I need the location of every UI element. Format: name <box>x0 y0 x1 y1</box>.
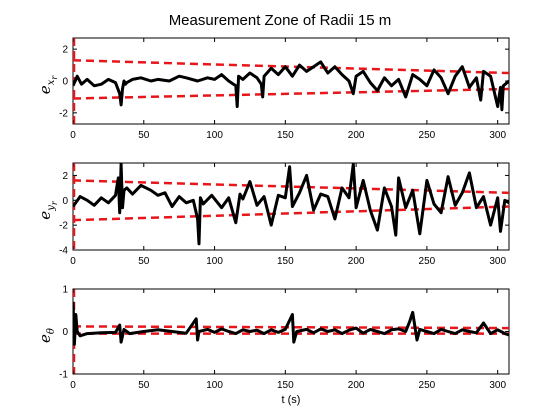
upper-bound-line <box>73 179 509 195</box>
upper-bound-line <box>73 59 509 75</box>
y-tick-label: 0 <box>62 77 68 88</box>
series-line-1 <box>73 163 509 246</box>
series-line-1 <box>73 60 509 112</box>
x-tick-label: 50 <box>138 380 150 391</box>
y-tick-label: -2 <box>59 221 68 232</box>
x-tick-label: 200 <box>348 130 365 141</box>
y-tick-label: 2 <box>62 45 68 56</box>
x-tick-label: 0 <box>70 130 76 141</box>
x-tick-label: 0 <box>70 380 76 391</box>
x-tick-label: 250 <box>419 380 436 391</box>
y-tick-label: -1 <box>59 370 68 381</box>
lower-bound-line <box>73 205 509 222</box>
x-tick-label: 100 <box>206 256 223 267</box>
x-tick-label: 250 <box>419 256 436 267</box>
series-line-1 <box>73 301 509 346</box>
x-tick-label: 100 <box>206 380 223 391</box>
x-tick-label: 300 <box>489 256 506 267</box>
axes-box <box>72 37 510 125</box>
y-axis-label: exr <box>36 75 59 95</box>
x-tick-label: 250 <box>419 130 436 141</box>
x-tick-label: 150 <box>277 380 294 391</box>
x-tick-label: 50 <box>138 130 150 141</box>
x-tick-label: 0 <box>70 256 76 267</box>
y-tick-label: 0 <box>62 196 68 207</box>
x-tick-label: 300 <box>489 380 506 391</box>
lower-bound-line <box>73 87 509 100</box>
x-tick-label: 150 <box>277 256 294 267</box>
x-tick-label: 200 <box>348 380 365 391</box>
y-tick-label: 1 <box>62 285 68 296</box>
x-tick-label: 200 <box>348 256 365 267</box>
x-tick-label: 150 <box>277 130 294 141</box>
x-tick-label: 300 <box>489 130 506 141</box>
y-tick-label: 2 <box>62 171 68 182</box>
panel-2: 0 50 100 150 200 250 300 -4 -2 0 2 eyr <box>36 162 510 267</box>
y-tick-label: -2 <box>59 108 68 119</box>
x-tick-label: 50 <box>138 256 150 267</box>
y-axis-label: eθ <box>36 328 57 343</box>
y-axis-label: eyr <box>36 200 59 220</box>
chart-title: Measurement Zone of Radii 15 m <box>169 12 392 29</box>
y-tick-label: -4 <box>59 246 68 257</box>
x-axis-label: t (s) <box>282 394 301 406</box>
x-tick-label: 100 <box>206 130 223 141</box>
upper-bound-line <box>73 325 509 330</box>
plot-area <box>73 163 509 250</box>
y-tick-label: 0 <box>62 327 68 338</box>
